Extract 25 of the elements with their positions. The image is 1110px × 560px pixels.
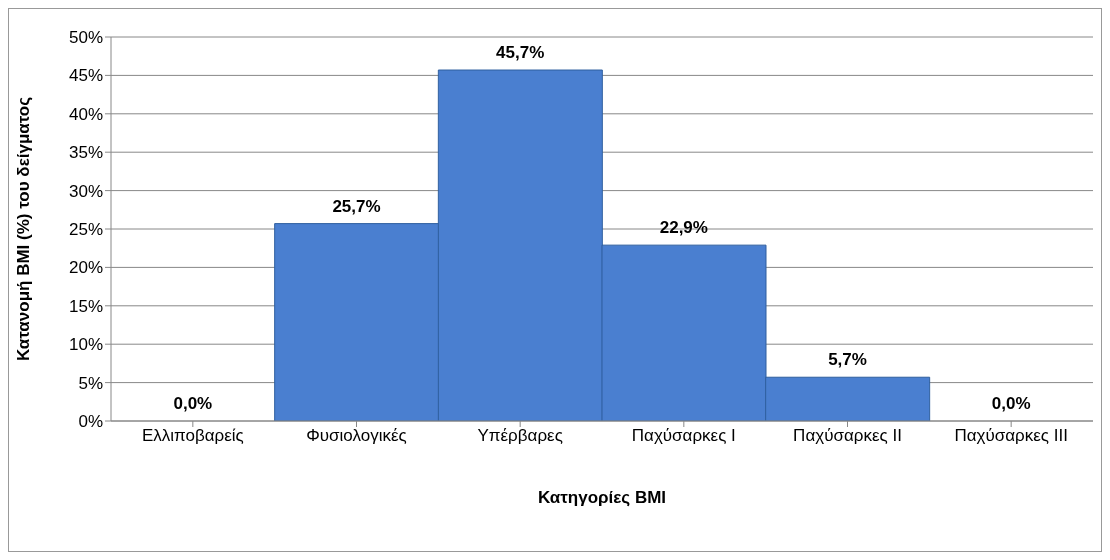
y-tick-label: 30% (68, 181, 103, 201)
data-label: 0,0% (991, 394, 1031, 413)
x-tick-label: Παχύσαρκες Ι (631, 426, 736, 446)
data-label: 22,9% (659, 218, 708, 238)
y-tick-label: 40% (68, 104, 103, 124)
y-tick-label: 0% (78, 412, 103, 432)
y-tick-label: 35% (68, 143, 103, 163)
x-tick-label: Παχύσαρκες ΙΙΙ (954, 426, 1068, 446)
x-axis-title: Κατηγορίες BMI (537, 488, 667, 507)
x-tick-label: Υπέρβαρες (477, 426, 563, 446)
x-tick-label: Φυσιολογικές (306, 426, 407, 446)
data-label: 25,7% (332, 196, 381, 216)
y-tick-label: 15% (68, 296, 103, 316)
y-tick-label: 5% (78, 373, 103, 393)
x-tick-label: Παχύσαρκες ΙΙ (793, 426, 902, 446)
y-tick-label: 45% (68, 66, 103, 86)
y-axis-title: Κατανομή BMI (%) του δείγματος (14, 96, 34, 362)
data-label: 45,7% (496, 43, 545, 63)
y-tick-label: 10% (68, 335, 103, 355)
data-label: 5,7% (828, 350, 867, 370)
y-tick-label: 20% (68, 258, 103, 278)
x-tick-label: Ελλιποβαρείς (141, 426, 244, 446)
y-tick-label: 50% (68, 28, 103, 48)
y-tick-label: 25% (68, 220, 103, 240)
data-label: 0,0% (173, 394, 213, 413)
